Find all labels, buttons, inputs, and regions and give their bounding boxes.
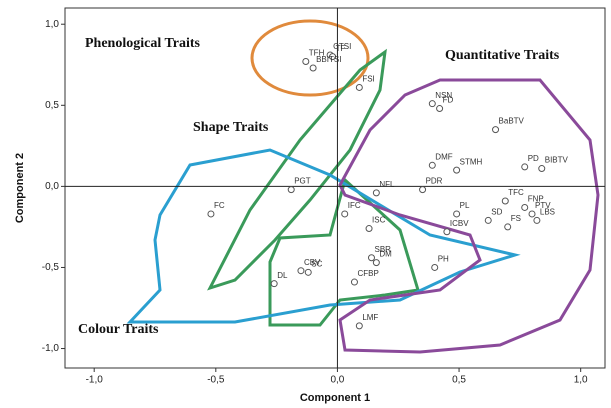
group-label: Shape Traits [193, 120, 269, 135]
point [443, 228, 451, 236]
point-label: NSN [435, 91, 452, 100]
point-label: DMF [435, 152, 452, 161]
y-tick-label: -0,5 [42, 262, 60, 273]
x-axis-label: Component 1 [300, 392, 370, 404]
point-label: CTSI [333, 42, 351, 51]
point-label: BIBTV [545, 156, 569, 165]
point-label: TF [336, 44, 346, 53]
point [501, 197, 509, 205]
point [484, 216, 492, 224]
point-label: ICBV [450, 219, 469, 228]
point-label: TFH [309, 49, 325, 58]
point-label: BBITSI [316, 55, 341, 64]
point [521, 163, 529, 171]
point [428, 100, 436, 108]
point [302, 58, 310, 66]
point-label: CFBP [357, 269, 378, 278]
point [304, 268, 312, 276]
y-tick-label: -1,0 [42, 343, 60, 354]
point [372, 259, 380, 267]
point-label: BaBTV [499, 117, 525, 126]
point-label: FSI [362, 75, 374, 84]
point [365, 225, 373, 233]
point-label: LBS [540, 208, 555, 217]
point-label: NFL [379, 180, 395, 189]
point [453, 210, 461, 218]
point [207, 210, 215, 218]
point-label: PGT [294, 177, 311, 186]
point-label: CBV [304, 258, 321, 267]
point [367, 254, 375, 262]
point [528, 210, 536, 218]
y-tick-label: 0,0 [45, 181, 59, 192]
point-label: DM [379, 250, 392, 259]
y-tick-label: 0,5 [45, 100, 59, 111]
point [355, 322, 363, 330]
point [428, 161, 436, 169]
point [309, 64, 317, 72]
point-label: IFC [348, 201, 361, 210]
phenological-outline [250, 19, 370, 97]
point-label: TFC [508, 188, 524, 197]
x-tick-label: 1,0 [574, 375, 588, 386]
x-tick-label: -0,5 [207, 375, 225, 386]
point [453, 166, 461, 174]
y-tick-label: 1,0 [45, 19, 59, 30]
point-label: FC [214, 201, 225, 210]
x-tick-label: 0,5 [452, 375, 466, 386]
point [533, 216, 541, 224]
point [329, 53, 337, 61]
point [419, 186, 427, 194]
point [341, 210, 349, 218]
point-label: FD [443, 96, 454, 105]
point-label: FS [511, 214, 521, 223]
point [492, 126, 500, 134]
point [297, 267, 305, 275]
group-label: Phenological Traits [85, 36, 201, 51]
group-label: Quantitative Traits [445, 48, 560, 63]
point [431, 263, 439, 271]
colour-outline [126, 148, 521, 324]
point-label: PH [438, 255, 449, 264]
point [287, 186, 295, 194]
point-label: SBR [374, 245, 391, 254]
point-label: PDR [426, 177, 443, 186]
group-label: Colour Traits [78, 322, 159, 337]
point-label: SC [311, 259, 322, 268]
point [504, 223, 512, 231]
point [372, 189, 380, 197]
point-label: PTV [535, 201, 551, 210]
y-axis-label: Component 2 [14, 153, 26, 223]
point-label: ISC [372, 216, 386, 225]
point-label: LMF [362, 313, 378, 322]
point [270, 280, 278, 288]
x-tick-label: 0,0 [330, 375, 344, 386]
point [521, 203, 529, 211]
shape-outline [207, 48, 387, 291]
point [436, 105, 444, 113]
point-label: SD [491, 208, 502, 217]
point-label: DL [277, 271, 288, 280]
point [350, 278, 358, 286]
point-label: PD [528, 154, 539, 163]
point-label: PL [460, 201, 470, 210]
x-tick-label: -1,0 [86, 375, 104, 386]
point [355, 83, 363, 91]
point-label: STMH [460, 157, 483, 166]
plot-frame [64, 7, 606, 369]
point-label: FNP [528, 195, 544, 204]
point [538, 165, 546, 173]
quantitative-outline [338, 78, 600, 354]
